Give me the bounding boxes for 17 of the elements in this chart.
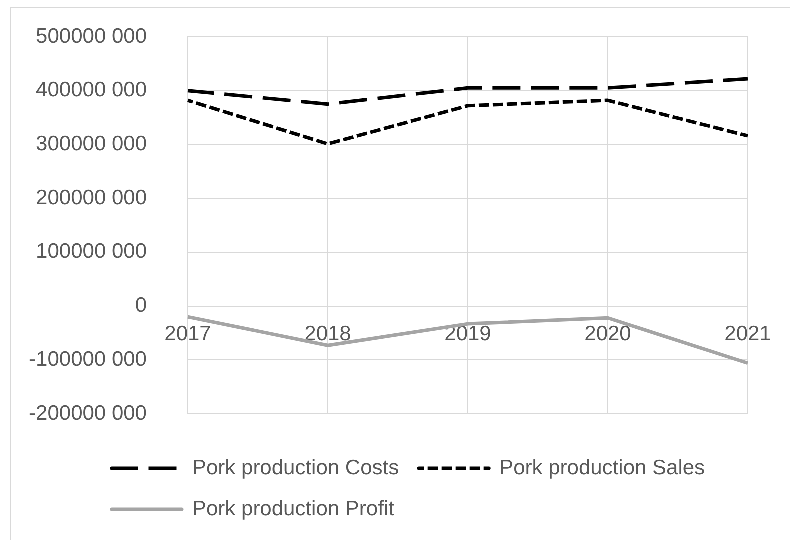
y-tick-label: -100000 000 xyxy=(29,348,147,371)
legend-label: Pork production Profit xyxy=(192,497,395,520)
y-tick-label: 200000 000 xyxy=(36,186,147,210)
x-tick-label: 2017 xyxy=(164,322,212,346)
y-tick-label: 300000 000 xyxy=(36,132,147,156)
line-series xyxy=(186,77,750,106)
line-series xyxy=(186,98,750,146)
x-tick-label: 2021 xyxy=(724,322,772,346)
y-tick-label: 0 xyxy=(135,294,147,318)
x-tick-label: 2020 xyxy=(584,322,632,346)
y-tick-label: 100000 000 xyxy=(36,240,147,264)
legend-label: Pork production Costs xyxy=(192,456,400,480)
y-tick-label: 400000 000 xyxy=(36,78,147,102)
x-tick-label: 2018 xyxy=(304,322,352,346)
y-tick-label: 500000 000 xyxy=(36,24,147,48)
y-tick-label: -200000 000 xyxy=(29,402,147,425)
legend-label: Pork production Sales xyxy=(500,456,706,480)
